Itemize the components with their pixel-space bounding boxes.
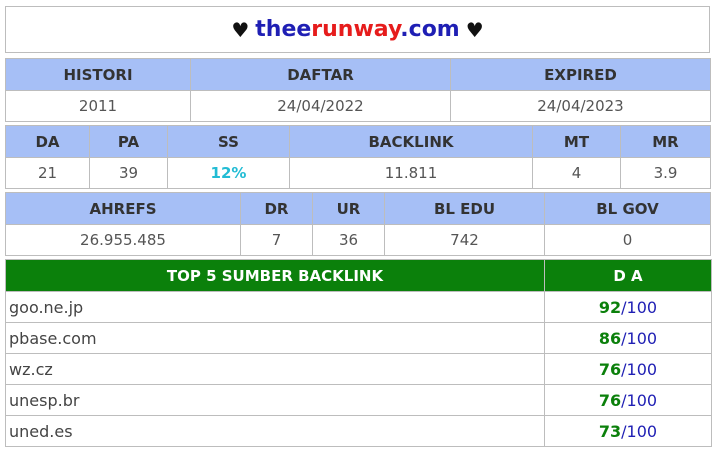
value-daftar: 24/04/2022: [190, 90, 451, 122]
domain-name-part3: .com: [400, 17, 460, 42]
domain-metrics-table: DA PA SS BACKLINK MT MR 21 39 12% 11.811…: [5, 125, 711, 189]
value-ahrefs: 26.955.485: [5, 224, 241, 256]
header-ur: UR: [312, 192, 385, 225]
backlink-score: 76/100: [544, 353, 712, 385]
score-value: 86: [598, 328, 622, 348]
score-value: 92: [598, 297, 622, 317]
table-row: 26.955.485 7 36 742 0: [5, 224, 711, 256]
header-ahrefs: AHREFS: [5, 192, 241, 225]
backlink-site: goo.ne.jp: [5, 291, 545, 323]
header-mt: MT: [532, 125, 621, 158]
table-header-row: DA PA SS BACKLINK MT MR: [5, 125, 711, 158]
header-da: DA: [5, 125, 90, 158]
header-daftar: DAFTAR: [190, 58, 451, 91]
header-ss: SS: [167, 125, 290, 158]
domain-name-part1: thee: [255, 17, 312, 42]
backlink-score: 86/100: [544, 322, 712, 354]
value-mt: 4: [532, 157, 621, 189]
table-header-row: AHREFS DR UR BL EDU BL GOV: [5, 192, 711, 225]
score-value: 73: [598, 421, 622, 441]
top-backlinks-table: TOP 5 SUMBER BACKLINK D A goo.ne.jp 92/1…: [5, 259, 712, 447]
score-separator: /: [621, 328, 627, 348]
heart-icon: ♥: [465, 17, 484, 42]
header-mr: MR: [620, 125, 711, 158]
value-mr: 3.9: [620, 157, 711, 189]
header-da: D A: [544, 259, 712, 292]
score-max: 100: [626, 328, 658, 348]
score-separator: /: [621, 421, 627, 441]
header-bl-edu: BL EDU: [384, 192, 545, 225]
table-row: uned.es 73/100: [5, 415, 712, 447]
value-da: 21: [5, 157, 90, 189]
score-max: 100: [626, 421, 658, 441]
table-row: unesp.br 76/100: [5, 384, 712, 416]
domain-history-table: HISTORI DAFTAR EXPIRED 2011 24/04/2022 2…: [5, 58, 711, 122]
backlink-site: pbase.com: [5, 322, 545, 354]
score-separator: /: [621, 390, 627, 410]
table-row: wz.cz 76/100: [5, 353, 712, 385]
table-row: 21 39 12% 11.811 4 3.9: [5, 157, 711, 189]
table-row: pbase.com 86/100: [5, 322, 712, 354]
backlink-score: 92/100: [544, 291, 712, 323]
backlink-score: 73/100: [544, 415, 712, 447]
value-ur: 36: [312, 224, 385, 256]
backlink-score: 76/100: [544, 384, 712, 416]
score-separator: /: [621, 297, 627, 317]
table-row: goo.ne.jp 92/100: [5, 291, 712, 323]
header-backlink: BACKLINK: [289, 125, 533, 158]
domain-title-box: ♥ theerunway.com ♥: [5, 6, 710, 53]
heart-icon: ♥: [231, 17, 250, 42]
header-top-sources: TOP 5 SUMBER BACKLINK: [5, 259, 545, 292]
value-dr: 7: [240, 224, 313, 256]
header-expired: EXPIRED: [450, 58, 711, 91]
score-value: 76: [598, 390, 622, 410]
backlink-site: unesp.br: [5, 384, 545, 416]
value-pa: 39: [89, 157, 168, 189]
header-bl-gov: BL GOV: [544, 192, 711, 225]
value-histori: 2011: [5, 90, 191, 122]
table-header-row: TOP 5 SUMBER BACKLINK D A: [5, 259, 712, 292]
table-row: 2011 24/04/2022 24/04/2023: [5, 90, 711, 122]
header-dr: DR: [240, 192, 313, 225]
score-max: 100: [626, 390, 658, 410]
domain-name: theerunway.com: [255, 17, 459, 42]
value-bl-edu: 742: [384, 224, 545, 256]
score-value: 76: [598, 359, 622, 379]
ahrefs-metrics-table: AHREFS DR UR BL EDU BL GOV 26.955.485 7 …: [5, 192, 711, 256]
value-backlink: 11.811: [289, 157, 533, 189]
table-header-row: HISTORI DAFTAR EXPIRED: [5, 58, 711, 91]
header-pa: PA: [89, 125, 168, 158]
score-max: 100: [626, 359, 658, 379]
backlink-site: uned.es: [5, 415, 545, 447]
value-expired: 24/04/2023: [450, 90, 711, 122]
value-bl-gov: 0: [544, 224, 711, 256]
domain-name-part2: runway: [311, 17, 401, 42]
backlink-site: wz.cz: [5, 353, 545, 385]
value-ss: 12%: [167, 157, 290, 189]
score-max: 100: [626, 297, 658, 317]
score-separator: /: [621, 359, 627, 379]
header-histori: HISTORI: [5, 58, 191, 91]
